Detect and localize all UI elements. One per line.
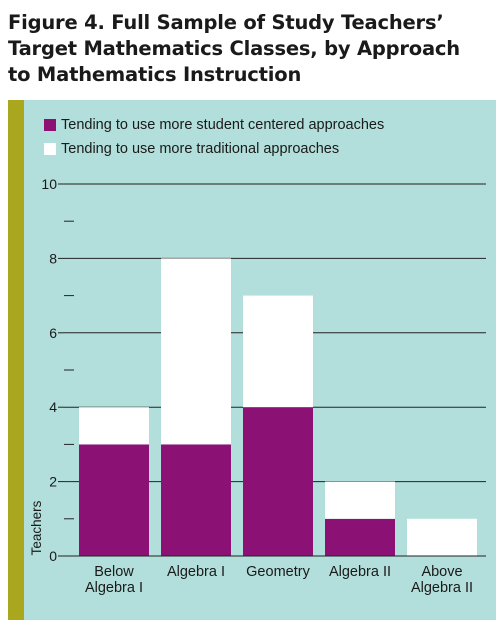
y-tick-label-2: 2 (49, 474, 57, 490)
bar-0-series-1 (79, 407, 149, 445)
legend-label-traditional: Tending to use more traditional approach… (61, 141, 340, 157)
figure-title: Figure 4. Full Sample of Study Teachers’… (8, 10, 498, 88)
legend-item-traditional: Tending to use more traditional approach… (44, 137, 384, 161)
y-axis-label: Teachers (29, 500, 44, 555)
bar-1-series-1 (161, 258, 231, 445)
legend-swatch-student-centered (44, 119, 56, 131)
y-tick-label-8: 8 (49, 250, 57, 266)
title-line-1: Figure 4. Full Sample of Study Teachers’ (8, 11, 444, 34)
legend-item-student-centered: Tending to use more student centered app… (44, 113, 384, 137)
bar-0-series-0 (79, 444, 149, 556)
y-tick-label-6: 6 (49, 325, 57, 341)
title-line-2: Target Mathematics Classes, by Approach (8, 37, 460, 60)
x-category-label-4: Above Algebra II (411, 564, 473, 596)
bar-2-series-0 (243, 407, 313, 556)
bar-3-series-1 (325, 481, 395, 519)
x-category-label-0: Below Algebra I (85, 564, 143, 596)
x-category-label-2: Geometry (246, 564, 310, 580)
accent-stripe (8, 100, 24, 620)
title-line-3: to Mathematics Instruction (8, 63, 302, 86)
x-category-label-1: Algebra I (167, 564, 225, 580)
y-tick-label-10: 10 (41, 176, 57, 192)
x-category-label-3: Algebra II (329, 564, 391, 580)
chart-legend: Tending to use more student centered app… (44, 113, 384, 161)
bar-2-series-1 (243, 295, 313, 408)
bar-4-series-1 (407, 518, 477, 556)
bar-3-series-0 (325, 518, 395, 556)
bar-1-series-0 (161, 444, 231, 556)
y-tick-label-4: 4 (49, 399, 57, 415)
legend-swatch-traditional (44, 143, 56, 155)
y-tick-label-0: 0 (49, 548, 57, 564)
legend-label-student-centered: Tending to use more student centered app… (61, 117, 385, 133)
